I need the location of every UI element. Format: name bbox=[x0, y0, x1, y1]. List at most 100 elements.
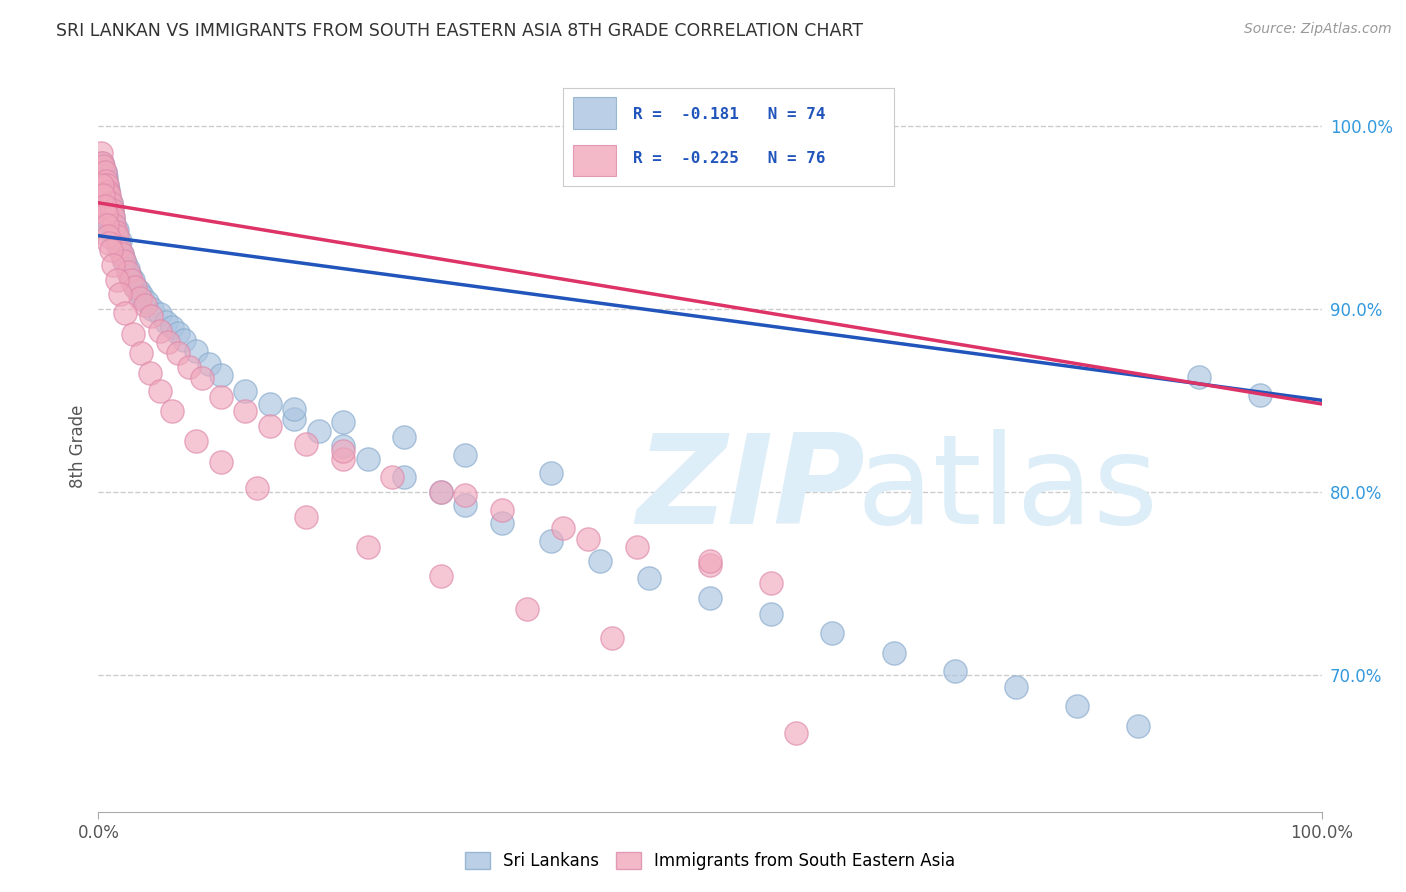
Point bbox=[101, 232, 124, 246]
Y-axis label: 8th Grade: 8th Grade bbox=[69, 404, 87, 488]
Point bbox=[454, 488, 477, 502]
Text: SRI LANKAN VS IMMIGRANTS FROM SOUTH EASTERN ASIA 8TH GRADE CORRELATION CHART: SRI LANKAN VS IMMIGRANTS FROM SOUTH EAST… bbox=[56, 22, 863, 40]
Point bbox=[124, 280, 146, 294]
Point bbox=[94, 170, 117, 185]
Point bbox=[108, 240, 131, 254]
Point bbox=[97, 228, 120, 243]
Point bbox=[136, 294, 159, 309]
Point bbox=[167, 345, 190, 359]
Point bbox=[191, 371, 214, 385]
Point bbox=[186, 343, 208, 358]
Point bbox=[1004, 681, 1026, 695]
Point bbox=[209, 455, 232, 469]
Point bbox=[454, 448, 477, 462]
Point bbox=[761, 576, 783, 591]
Point bbox=[209, 390, 232, 404]
Point bbox=[134, 298, 156, 312]
Point bbox=[91, 174, 114, 188]
Point bbox=[295, 510, 318, 524]
Point bbox=[97, 207, 120, 221]
Point bbox=[589, 554, 612, 568]
Point bbox=[157, 334, 180, 349]
Point bbox=[540, 467, 562, 481]
Point bbox=[93, 164, 115, 178]
Point bbox=[246, 481, 269, 495]
Point bbox=[553, 521, 575, 535]
Point bbox=[540, 534, 562, 549]
Point bbox=[197, 357, 219, 371]
Point bbox=[454, 498, 477, 512]
Point bbox=[91, 155, 114, 169]
Point bbox=[1249, 388, 1271, 402]
Point bbox=[430, 484, 453, 499]
Point bbox=[91, 183, 114, 197]
Point bbox=[100, 195, 122, 210]
Point bbox=[96, 178, 118, 192]
Point bbox=[295, 437, 318, 451]
Point bbox=[114, 256, 136, 270]
Point bbox=[112, 254, 135, 268]
Point bbox=[96, 195, 118, 210]
Point bbox=[98, 192, 121, 206]
Point bbox=[101, 203, 124, 218]
Point bbox=[105, 223, 128, 237]
Point bbox=[90, 146, 112, 161]
Point bbox=[96, 201, 118, 215]
Point bbox=[259, 397, 281, 411]
Point bbox=[121, 272, 143, 286]
Point bbox=[103, 218, 125, 232]
Point bbox=[139, 366, 162, 380]
Point bbox=[91, 178, 114, 192]
Point bbox=[97, 207, 120, 221]
Point bbox=[491, 516, 513, 530]
Legend: Sri Lankans, Immigrants from South Eastern Asia: Sri Lankans, Immigrants from South Easte… bbox=[458, 845, 962, 877]
Point bbox=[785, 726, 807, 740]
Point bbox=[97, 183, 120, 197]
Point bbox=[1066, 698, 1088, 713]
Point bbox=[283, 411, 305, 425]
Point bbox=[120, 272, 142, 286]
Point bbox=[128, 284, 150, 298]
Point bbox=[91, 178, 114, 192]
Point bbox=[129, 345, 152, 359]
Text: atlas: atlas bbox=[856, 429, 1159, 550]
Point bbox=[1128, 719, 1150, 733]
Point bbox=[98, 235, 121, 250]
Point bbox=[121, 327, 143, 342]
Point bbox=[94, 192, 117, 206]
Text: ZIP: ZIP bbox=[637, 429, 865, 550]
Point bbox=[108, 242, 131, 256]
Point bbox=[381, 470, 404, 484]
Point bbox=[96, 178, 118, 192]
Point bbox=[91, 164, 114, 178]
Point bbox=[699, 591, 721, 605]
Point bbox=[392, 430, 416, 444]
Point bbox=[105, 272, 128, 286]
Point bbox=[233, 384, 256, 399]
Point bbox=[332, 444, 354, 458]
Point bbox=[94, 207, 117, 221]
Point bbox=[101, 225, 124, 239]
Point bbox=[356, 451, 378, 466]
Point bbox=[155, 315, 177, 329]
Point bbox=[101, 258, 124, 272]
Point bbox=[105, 228, 128, 243]
Point bbox=[167, 326, 190, 340]
Point bbox=[139, 309, 162, 323]
Point bbox=[283, 402, 305, 417]
Point bbox=[491, 503, 513, 517]
Point bbox=[110, 287, 132, 301]
Point bbox=[94, 211, 117, 225]
Point bbox=[101, 211, 124, 225]
Point bbox=[91, 188, 114, 202]
Point bbox=[107, 235, 129, 250]
Point bbox=[576, 533, 599, 547]
Point bbox=[94, 195, 117, 210]
Point bbox=[97, 185, 120, 199]
Point bbox=[120, 268, 142, 283]
Point bbox=[356, 540, 378, 554]
Point bbox=[101, 201, 124, 215]
Point bbox=[943, 664, 966, 678]
Point bbox=[98, 188, 121, 202]
Point bbox=[91, 159, 114, 173]
